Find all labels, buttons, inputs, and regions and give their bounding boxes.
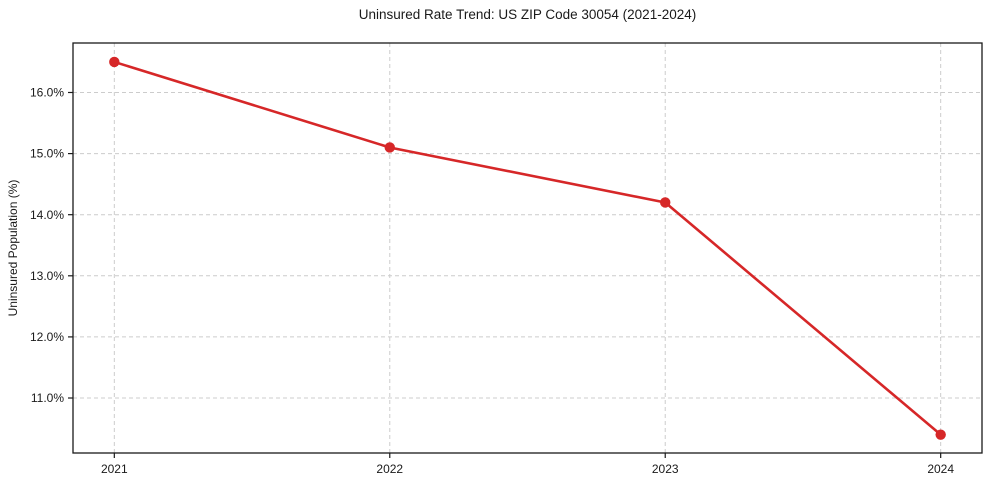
data-point-marker xyxy=(384,142,395,153)
trend-line xyxy=(113,60,942,436)
x-tick-label: 2021 xyxy=(101,462,128,476)
x-tick-label: 2023 xyxy=(652,462,679,476)
x-tick-label: 2024 xyxy=(927,462,954,476)
data-point-marker xyxy=(660,197,671,208)
y-tick-label: 13.0% xyxy=(30,269,64,283)
y-tick-label: 14.0% xyxy=(30,208,64,222)
data-point-marker xyxy=(109,56,120,68)
chart-title: Uninsured Rate Trend: US ZIP Code 30054 … xyxy=(358,7,697,22)
y-tick-label: 15.0% xyxy=(30,147,64,161)
plot-frame xyxy=(72,42,983,454)
y-tick-label: 11.0% xyxy=(31,391,64,405)
y-tick-label: 16.0% xyxy=(30,86,64,100)
data-point-marker xyxy=(935,429,946,440)
x-tick-label: 2022 xyxy=(376,462,403,476)
y-tick-label: 12.0% xyxy=(30,330,64,344)
